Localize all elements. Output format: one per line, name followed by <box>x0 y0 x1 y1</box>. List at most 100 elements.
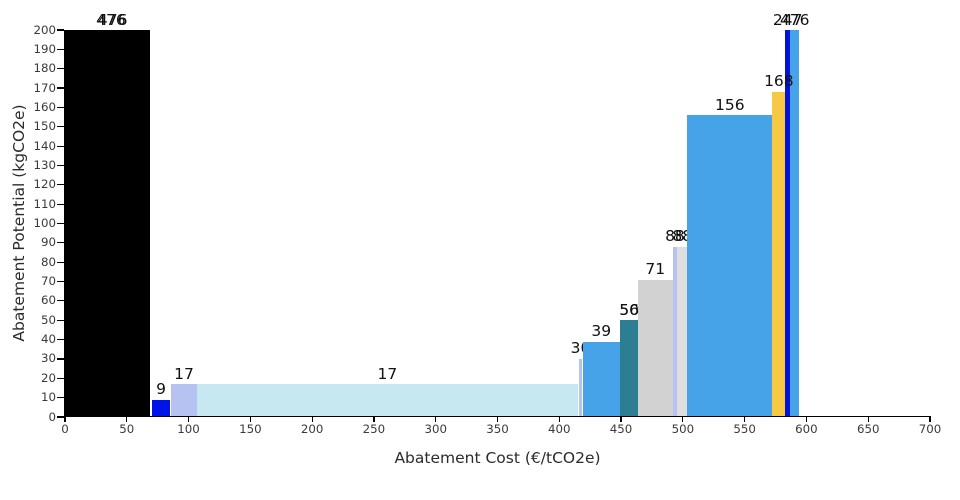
y-tick-label: 180 <box>33 61 56 76</box>
y-tick-label: 170 <box>33 80 56 95</box>
y-tick-mark <box>57 126 64 128</box>
y-tick-label: 20 <box>40 370 56 385</box>
bar-value-label: 17 <box>377 364 398 383</box>
bar-value-label: 39 <box>591 322 612 341</box>
y-tick-mark <box>57 145 64 147</box>
bar <box>687 115 773 417</box>
y-tick-label: 60 <box>40 293 56 308</box>
x-tick-label: 600 <box>795 422 818 436</box>
y-tick-label: 160 <box>33 99 56 114</box>
y-tick-label: 120 <box>33 177 56 192</box>
bar <box>151 399 171 417</box>
y-tick-mark <box>57 48 64 50</box>
x-axis-line <box>64 416 931 418</box>
x-tick-mark <box>558 417 560 422</box>
y-tick-label: 10 <box>40 390 56 405</box>
x-tick-label: 300 <box>424 422 447 436</box>
y-tick-mark <box>57 377 64 379</box>
y-tick-mark <box>57 319 64 321</box>
y-tick-label: 150 <box>33 119 56 134</box>
y-tick-mark <box>57 242 64 244</box>
x-tick-label: 450 <box>609 422 633 436</box>
bar-value-label: 168 <box>764 72 794 91</box>
bar <box>637 279 673 417</box>
x-tick-label: 500 <box>671 422 695 436</box>
x-tick-mark <box>929 417 931 422</box>
x-tick-label: 100 <box>177 422 200 436</box>
y-tick-mark <box>57 184 64 186</box>
bar <box>579 358 582 417</box>
y-tick-mark <box>57 29 64 31</box>
bar-value-label: 71 <box>645 260 666 279</box>
y-tick-mark <box>57 164 64 167</box>
bar-value-label: 50 <box>619 300 639 319</box>
bar <box>171 384 197 417</box>
y-tick-mark <box>57 261 64 263</box>
x-tick-label: 200 <box>300 422 324 436</box>
x-tick-mark <box>126 417 128 422</box>
y-tick-label: 0 <box>48 409 56 424</box>
bar-value-label: 56 <box>619 300 640 319</box>
y-tick-mark <box>57 203 64 205</box>
y-tick-mark <box>57 397 64 399</box>
x-tick-label: 400 <box>548 422 571 436</box>
bar <box>582 341 620 417</box>
bar <box>672 246 678 417</box>
x-tick-mark <box>373 417 375 422</box>
y-tick-label: 140 <box>33 138 56 153</box>
x-tick-mark <box>249 417 251 422</box>
y-tick-mark <box>57 280 64 283</box>
y-tick-label: 40 <box>40 332 56 347</box>
y-tick-label: 200 <box>33 22 56 37</box>
y-tick-mark <box>57 87 64 89</box>
y-tick-mark <box>57 68 64 70</box>
x-tick-mark <box>682 417 684 422</box>
bar-value-label: 476 <box>97 10 128 29</box>
x-tick-mark <box>187 417 190 422</box>
bar-value-label: 88 <box>665 227 685 246</box>
y-tick-mark <box>57 106 64 108</box>
y-tick-mark <box>57 358 64 360</box>
bar <box>196 384 578 417</box>
y-tick-label: 130 <box>33 157 56 172</box>
bar-value-label: 476 <box>779 10 810 29</box>
bar-value-label: 156 <box>715 95 745 114</box>
x-tick-label: 350 <box>486 422 509 436</box>
x-tick-label: 0 <box>61 422 69 436</box>
x-tick-mark <box>64 417 66 422</box>
y-tick-mark <box>57 300 64 302</box>
x-tick-label: 250 <box>362 422 386 436</box>
x-tick-label: 550 <box>733 422 756 436</box>
x-tick-mark <box>496 417 499 422</box>
bar <box>677 246 688 417</box>
bar <box>785 30 790 417</box>
bar-value-label: 476 <box>96 10 126 29</box>
y-tick-mark <box>57 222 64 225</box>
y-tick-label: 110 <box>33 196 56 211</box>
y-tick-label: 50 <box>40 312 56 327</box>
bar-value-label: 247 <box>772 10 803 29</box>
x-tick-label: 700 <box>918 422 942 436</box>
y-tick-label: 100 <box>33 216 56 230</box>
x-tick-label: 50 <box>119 422 135 436</box>
x-axis-title: Abatement Cost (€/tCO2e) <box>394 449 601 467</box>
bar-value-label: 88 <box>672 227 693 246</box>
bar <box>65 30 151 417</box>
bar <box>772 91 786 417</box>
y-tick-label: 30 <box>40 351 56 366</box>
x-tick-mark <box>311 417 313 422</box>
x-tick-mark <box>620 417 622 422</box>
x-tick-mark <box>805 417 808 422</box>
y-tick-label: 80 <box>40 254 56 269</box>
y-axis-line <box>63 30 66 418</box>
y-tick-label: 90 <box>40 235 56 250</box>
x-tick-mark <box>744 417 746 422</box>
bar <box>620 320 638 417</box>
x-tick-mark <box>867 417 869 422</box>
y-tick-label: 190 <box>33 41 56 56</box>
y-tick-mark <box>57 339 64 341</box>
x-tick-mark <box>435 417 437 422</box>
bar-value-label: 9 <box>156 380 166 399</box>
y-tick-label: 70 <box>40 274 56 289</box>
